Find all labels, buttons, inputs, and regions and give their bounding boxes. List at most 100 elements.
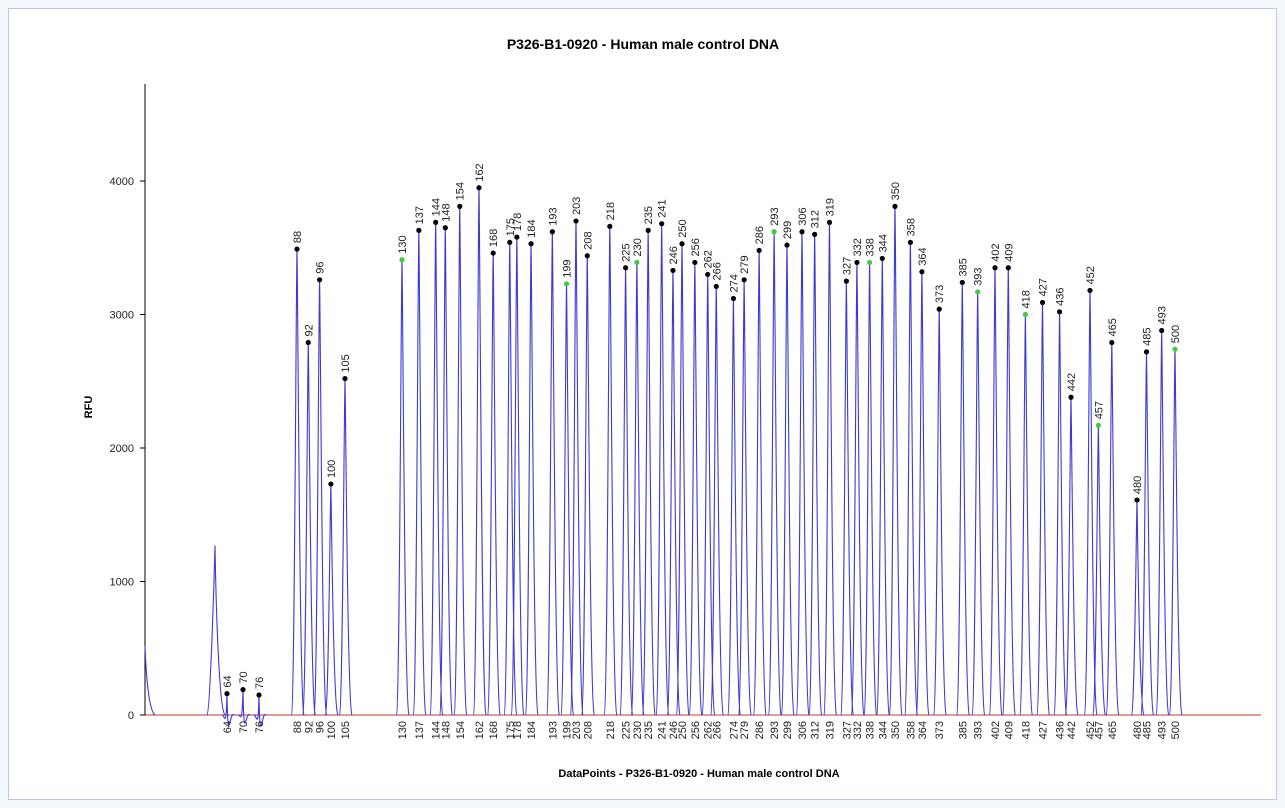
peak-label: 235 [643,206,655,224]
peak-marker-flagged [771,229,777,235]
peak-label: 199 [562,259,574,277]
x-axis-label: DataPoints - P326-B1-0920 - Human male c… [558,768,839,780]
peak-trace [313,279,328,716]
peak-label: 338 [865,238,877,256]
peak-trace [956,282,970,716]
x-tick-label: 154 [455,721,467,739]
peak-trace [439,227,453,716]
peak-trace [876,258,890,716]
x-tick-label: 358 [905,721,917,739]
peak-label: 327 [841,257,853,275]
x-tick-label: 225 [621,721,633,739]
peak-label: 427 [1038,278,1050,296]
peak-label: 457 [1093,401,1105,419]
peak-label: 184 [526,219,538,237]
peak-label: 64 [222,675,234,687]
peak-marker [305,339,311,346]
peak-label: 175 [505,218,517,236]
y-tick-label: 2000 [110,443,134,455]
peak-marker [799,229,805,235]
peak-trace [808,234,823,716]
peak-label: 105 [340,354,352,372]
x-tick-label: 241 [657,721,669,739]
peak-marker [892,203,898,209]
peak-trace [487,253,501,716]
x-tick-label: 100 [326,721,338,739]
x-tick-label: 344 [877,721,889,739]
peak-label: 402 [990,243,1002,261]
peak-marker [854,259,860,266]
x-tick-label: 293 [769,721,781,739]
peak-trace [727,298,741,716]
peak-trace [525,243,539,716]
x-tick-label: 88 [292,721,304,733]
x-tick-label: 235 [643,721,655,739]
x-tick-label: 64 [222,721,234,733]
peak-marker [826,219,833,225]
peak-label: 92 [303,324,315,336]
peak-label: 225 [621,243,633,261]
peak-trace [619,267,634,716]
x-tick-label: 393 [973,721,985,739]
peak-label: 373 [934,285,946,303]
x-tick-label: 465 [1107,721,1119,739]
peak-label: 137 [414,206,426,224]
peak-label: 409 [1003,243,1015,261]
peak-label: 299 [782,221,794,239]
peak-marker [549,229,555,235]
peak-label: 144 [431,198,443,216]
x-tick-label: 144 [431,721,443,739]
x-tick-label: 493 [1157,721,1169,739]
x-tick-label: 130 [397,721,409,739]
peak-marker [1068,394,1074,400]
peak-marker [623,265,629,271]
x-tick-label: 76 [254,721,266,733]
peak-label: 230 [632,238,644,256]
peak-trace [933,309,947,716]
peak-label: 312 [810,210,822,228]
peak-label: 350 [890,182,902,200]
peak-marker [433,219,439,225]
peak-trace [412,230,427,716]
peak-marker-flagged [399,257,405,263]
x-tick-label: 319 [824,721,836,739]
peak-trace [753,250,767,716]
peak-marker [528,241,534,247]
peak-trace [1168,349,1183,716]
peak-label: 480 [1132,476,1144,494]
x-tick-label: 457 [1093,721,1105,739]
peak-trace [823,222,838,716]
x-tick-label: 199 [562,721,574,739]
x-tick-label: 418 [1020,721,1032,739]
x-tick-label: 373 [934,721,946,739]
x-tick-label: 338 [865,721,877,739]
peak-label: 241 [657,199,669,217]
chart-title: P326-B1-0920 - Human male control DNA [507,36,779,52]
peak-trace [988,267,1003,716]
peak-trace [603,226,618,716]
peak-label: 88 [292,231,304,243]
x-tick-label: 279 [739,721,751,739]
peak-label: 76 [254,677,266,689]
peak-label: 493 [1157,306,1169,324]
x-tick-label: 193 [547,721,559,739]
peak-label: 465 [1107,318,1119,336]
x-tick-label: 299 [782,721,794,739]
peak-label: 96 [315,262,327,274]
peak-marker [342,375,348,382]
axes: 0 1000 2000 3000 4000 [110,84,1261,722]
peak-marker [1159,327,1165,334]
peak-marker [224,691,230,697]
peak-trace [1092,425,1106,716]
peak-marker-flagged [634,259,640,266]
peak-marker [573,218,579,224]
peak-marker [843,278,849,284]
x-tick-label: 208 [582,721,594,739]
peak-label: 319 [824,198,836,216]
x-tick-label: 312 [810,721,822,739]
peak-marker [713,283,719,290]
peak-trace [1105,342,1120,716]
peak-trace [510,237,525,716]
peak-marker [442,225,448,231]
x-tick-label: 256 [690,721,702,739]
